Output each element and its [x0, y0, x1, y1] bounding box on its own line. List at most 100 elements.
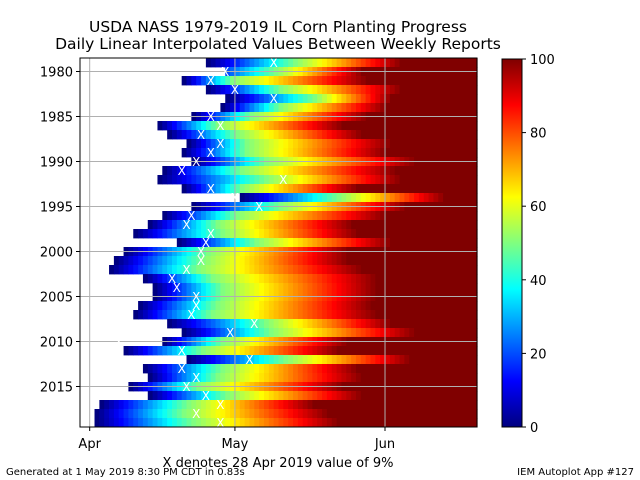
heatmap-cell: [467, 76, 473, 86]
heatmap-cell: [254, 256, 260, 266]
heatmap-cell: [181, 166, 188, 176]
heatmap-cell: [307, 355, 313, 365]
heatmap-cell: [254, 58, 260, 68]
x-marker: X: [192, 290, 200, 304]
heatmap-cell: [210, 364, 217, 374]
heatmap-cell: [360, 193, 367, 203]
heatmap-cell: [268, 229, 275, 239]
heatmap-cell: [428, 103, 435, 113]
heatmap-cell: [404, 391, 410, 401]
heatmap-cell: [389, 238, 396, 248]
heatmap-cell: [138, 346, 144, 356]
heatmap-cell: [472, 283, 478, 293]
heatmap-cell: [302, 184, 309, 194]
heatmap-cell: [346, 103, 352, 113]
heatmap-cell: [302, 400, 309, 410]
heatmap-cell: [472, 364, 478, 374]
heatmap-cell: [234, 364, 241, 374]
heatmap-cell: [293, 256, 299, 266]
heatmap-cell: [467, 58, 473, 68]
heatmap-cell: [171, 220, 178, 230]
heatmap-cell: [385, 193, 391, 203]
heatmap-cell: [389, 58, 396, 68]
heatmap-cell: [157, 220, 163, 230]
heatmap-cell: [317, 139, 323, 149]
heatmap-cell: [462, 418, 468, 428]
heatmap-cell: [230, 76, 236, 86]
heatmap-cell: [263, 121, 270, 131]
heatmap-cell: [380, 130, 386, 140]
heatmap-cell: [288, 58, 294, 68]
heatmap-cell: [443, 103, 449, 113]
heatmap-cell: [191, 319, 197, 329]
heatmap-cell: [443, 139, 449, 149]
heatmap-cell: [249, 274, 255, 284]
heatmap-cell: [365, 148, 372, 158]
heatmap-cell: [443, 364, 449, 374]
heatmap-cell: [191, 328, 197, 338]
heatmap-cell: [210, 274, 217, 284]
heatmap-cell: [220, 328, 226, 338]
heatmap-cell: [293, 346, 299, 356]
heatmap-cell: [152, 283, 159, 293]
heatmap-cell: [288, 274, 294, 284]
heatmap-cell: [418, 274, 425, 284]
heatmap-cell: [268, 121, 275, 131]
x-axis-label: X denotes 28 Apr 2019 value of 9%: [163, 456, 394, 471]
heatmap-cell: [433, 319, 439, 329]
heatmap-cell: [317, 301, 323, 311]
heatmap-cell: [230, 130, 236, 140]
heatmap-cell: [263, 310, 270, 320]
heatmap-cell: [268, 58, 275, 68]
heatmap-cell: [205, 409, 212, 419]
heatmap-cell: [341, 211, 347, 221]
heatmap-cell: [283, 418, 289, 428]
heatmap-cell: [283, 211, 289, 221]
heatmap-cell: [191, 238, 197, 248]
heatmap-cell: [293, 409, 299, 419]
heatmap-cell: [389, 103, 396, 113]
heatmap-cell: [443, 220, 449, 230]
heatmap-cell: [336, 220, 343, 230]
heatmap-cell: [418, 265, 425, 275]
heatmap-cell: [375, 418, 381, 428]
heatmap-cell: [452, 364, 459, 374]
heatmap-cell: [443, 301, 449, 311]
heatmap-cell: [210, 256, 217, 266]
heatmap-cell: [167, 130, 173, 140]
heatmap-cell: [428, 184, 435, 194]
heatmap-cell: [370, 103, 376, 113]
heatmap-cell: [375, 355, 381, 365]
heatmap-cell: [467, 364, 473, 374]
heatmap-cell: [157, 301, 163, 311]
heatmap-cell: [312, 355, 318, 365]
heatmap-cell: [268, 130, 275, 140]
heatmap-cell: [428, 166, 435, 176]
heatmap-cell: [128, 256, 134, 266]
footer-right: IEM Autoplot App #127: [517, 467, 634, 478]
heatmap-cell: [278, 355, 284, 365]
heatmap-cell: [171, 283, 178, 293]
heatmap-cell: [307, 364, 313, 374]
heatmap-cell: [418, 211, 425, 221]
heatmap-cell: [404, 148, 410, 158]
heatmap-cell: [181, 400, 188, 410]
x-marker: X: [115, 335, 123, 349]
heatmap-cell: [409, 319, 415, 329]
heatmap-cell: [389, 265, 396, 275]
heatmap-cell: [230, 211, 236, 221]
heatmap-cell: [234, 94, 241, 104]
heatmap-cell: [452, 121, 459, 131]
footer-left: Generated at 1 May 2019 8:30 PM CDT in 0…: [6, 467, 245, 478]
heatmap-cell: [123, 256, 130, 266]
heatmap-cell: [409, 301, 415, 311]
heatmap-cell: [254, 211, 260, 221]
heatmap-cell: [259, 85, 265, 95]
heatmap-cell: [239, 346, 246, 356]
heatmap-cell: [438, 355, 444, 365]
heatmap-cell: [322, 94, 328, 104]
heatmap-cell: [467, 193, 473, 203]
heatmap-cell: [307, 220, 313, 230]
heatmap-cell: [375, 409, 381, 419]
heatmap-cell: [312, 85, 318, 95]
